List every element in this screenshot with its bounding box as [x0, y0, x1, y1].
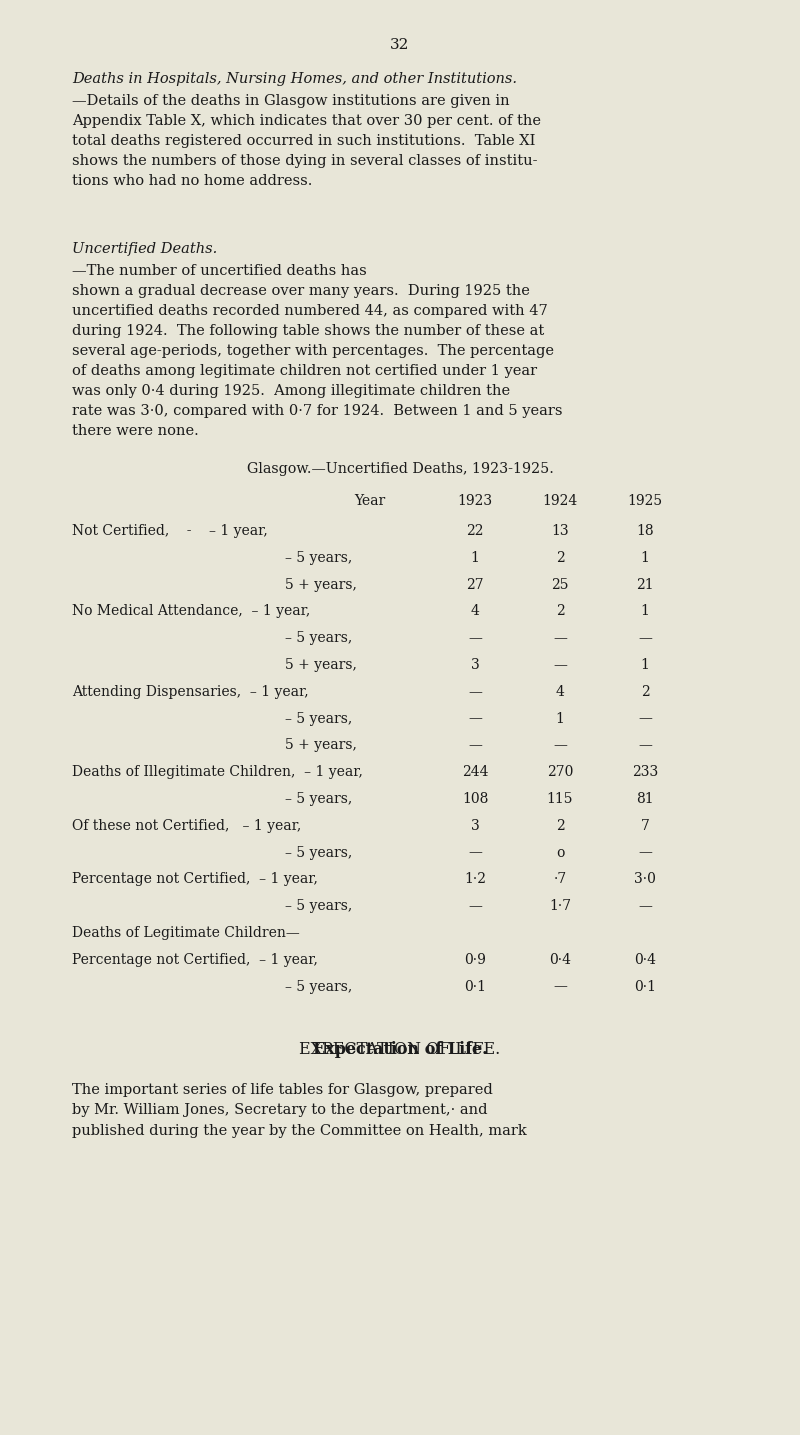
Text: 1·2: 1·2 [464, 872, 486, 887]
Text: 233: 233 [632, 765, 658, 779]
Text: – 5 years,: – 5 years, [285, 980, 352, 993]
Text: 1: 1 [555, 712, 565, 726]
Text: 22: 22 [466, 524, 484, 538]
Text: 3: 3 [470, 659, 479, 672]
Text: —The number of uncertified deaths has
shown a gradual decrease over many years. : —The number of uncertified deaths has sh… [72, 264, 562, 439]
Text: —: — [468, 900, 482, 913]
Text: 21: 21 [636, 578, 654, 591]
Text: 244: 244 [462, 765, 488, 779]
Text: 1: 1 [641, 604, 650, 618]
Text: Attending Dispensaries,  – 1 year,: Attending Dispensaries, – 1 year, [72, 684, 309, 699]
Text: 1: 1 [641, 659, 650, 672]
Text: —: — [638, 712, 652, 726]
Text: —: — [553, 980, 567, 993]
Text: Percentage not Certified,  – 1 year,: Percentage not Certified, – 1 year, [72, 953, 318, 967]
Text: 5 + years,: 5 + years, [285, 578, 357, 591]
Text: 1923: 1923 [458, 494, 493, 508]
Text: Percentage not Certified,  – 1 year,: Percentage not Certified, – 1 year, [72, 872, 318, 887]
Text: —: — [468, 684, 482, 699]
Text: —: — [638, 845, 652, 860]
Text: —: — [468, 631, 482, 646]
Text: The important series of life tables for Glasgow, prepared
by Mr. William Jones, : The important series of life tables for … [72, 1083, 526, 1138]
Text: 0·4: 0·4 [634, 953, 656, 967]
Text: —: — [468, 845, 482, 860]
Text: 0·4: 0·4 [549, 953, 571, 967]
Text: Year: Year [354, 494, 386, 508]
Text: 7: 7 [641, 819, 650, 832]
Text: —: — [553, 739, 567, 752]
Text: 0·1: 0·1 [464, 980, 486, 993]
Text: 25: 25 [551, 578, 569, 591]
Text: 270: 270 [547, 765, 573, 779]
Text: – 5 years,: – 5 years, [285, 845, 352, 860]
Text: —: — [553, 631, 567, 646]
Text: Glasgow.—Uncertified Deaths, 1923-1925.: Glasgow.—Uncertified Deaths, 1923-1925. [246, 462, 554, 476]
Text: – 5 years,: – 5 years, [285, 900, 352, 913]
Text: Deaths of Legitimate Children—: Deaths of Legitimate Children— [72, 926, 300, 940]
Text: —: — [553, 659, 567, 672]
Text: o: o [556, 845, 564, 860]
Text: 18: 18 [636, 524, 654, 538]
Text: —: — [468, 712, 482, 726]
Text: 115: 115 [546, 792, 574, 806]
Text: 5 + years,: 5 + years, [285, 739, 357, 752]
Text: 1: 1 [470, 551, 479, 565]
Text: —: — [638, 900, 652, 913]
Text: 0·9: 0·9 [464, 953, 486, 967]
Text: 2: 2 [556, 604, 564, 618]
Text: EXPECTATION OF LIFE.: EXPECTATION OF LIFE. [299, 1042, 501, 1059]
Text: Not Certified,    -    – 1 year,: Not Certified, - – 1 year, [72, 524, 268, 538]
Text: Uncertified Deaths.: Uncertified Deaths. [72, 243, 218, 255]
Text: —: — [638, 631, 652, 646]
Text: Deaths of Illegitimate Children,  – 1 year,: Deaths of Illegitimate Children, – 1 yea… [72, 765, 363, 779]
Text: 2: 2 [641, 684, 650, 699]
Text: 1·7: 1·7 [549, 900, 571, 913]
Text: Of these not Certified,   – 1 year,: Of these not Certified, – 1 year, [72, 819, 302, 832]
Text: —: — [638, 739, 652, 752]
Text: 0·1: 0·1 [634, 980, 656, 993]
Text: 2: 2 [556, 551, 564, 565]
Text: Expectation of Life.: Expectation of Life. [313, 1042, 487, 1059]
Text: 27: 27 [466, 578, 484, 591]
Text: 4: 4 [470, 604, 479, 618]
Text: 81: 81 [636, 792, 654, 806]
Text: 1925: 1925 [627, 494, 662, 508]
Text: 1: 1 [641, 551, 650, 565]
Text: 32: 32 [390, 37, 410, 52]
Text: 1924: 1924 [542, 494, 578, 508]
Text: 3·0: 3·0 [634, 872, 656, 887]
Text: – 5 years,: – 5 years, [285, 551, 352, 565]
Text: —: — [468, 739, 482, 752]
Text: —Details of the deaths in Glasgow institutions are given in
Appendix Table X, wh: —Details of the deaths in Glasgow instit… [72, 95, 541, 188]
Text: No Medical Attendance,  – 1 year,: No Medical Attendance, – 1 year, [72, 604, 310, 618]
Text: – 5 years,: – 5 years, [285, 631, 352, 646]
Text: 4: 4 [555, 684, 565, 699]
Text: – 5 years,: – 5 years, [285, 792, 352, 806]
Text: 3: 3 [470, 819, 479, 832]
Text: ·7: ·7 [554, 872, 566, 887]
Text: 108: 108 [462, 792, 488, 806]
Text: 2: 2 [556, 819, 564, 832]
Text: Deaths in Hospitals, Nursing Homes, and other Institutions.: Deaths in Hospitals, Nursing Homes, and … [72, 72, 517, 86]
Text: 5 + years,: 5 + years, [285, 659, 357, 672]
Text: – 5 years,: – 5 years, [285, 712, 352, 726]
Text: 13: 13 [551, 524, 569, 538]
